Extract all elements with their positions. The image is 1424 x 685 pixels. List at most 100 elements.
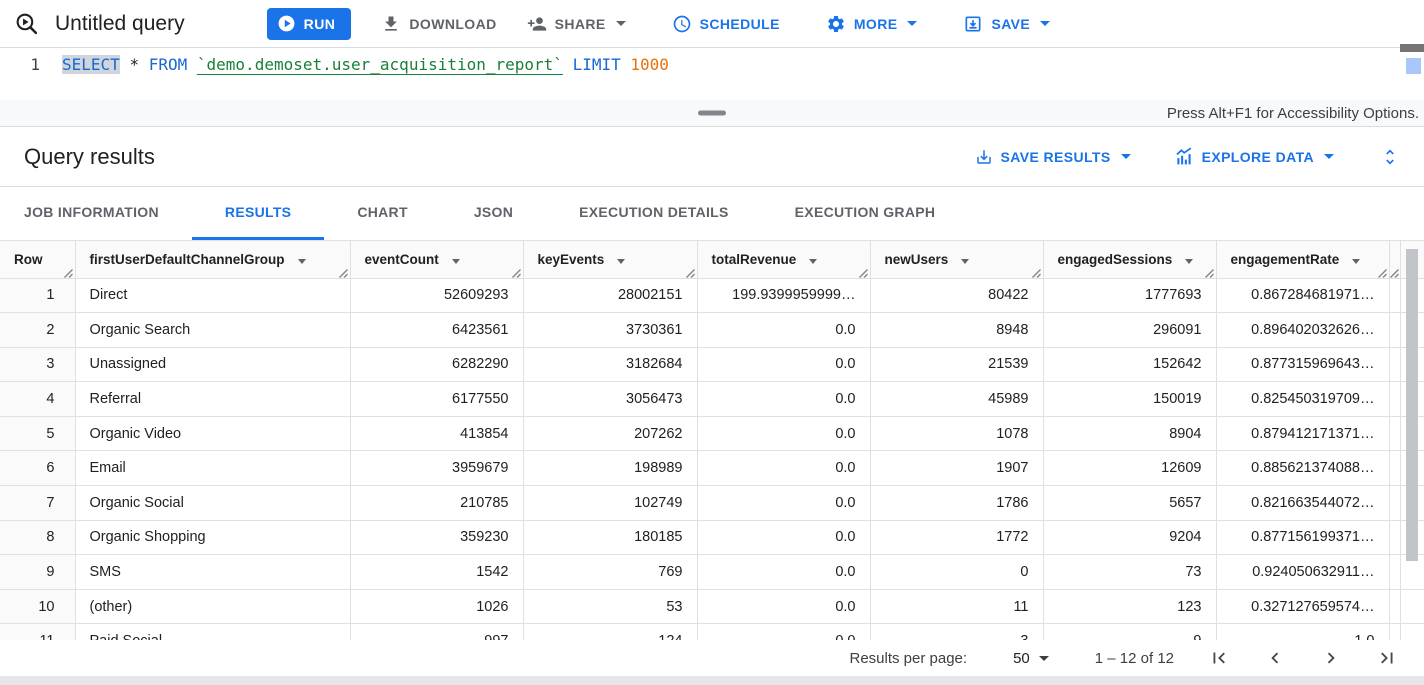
cell: 0.821663544072… [1216, 485, 1390, 521]
row-number-cell: 11 [0, 623, 76, 640]
row-number-cell: 10 [0, 589, 76, 625]
column-header-Row[interactable]: Row [0, 241, 76, 279]
column-dropdown-icon[interactable] [809, 258, 818, 264]
cell: Referral [75, 381, 351, 417]
page-size-select[interactable]: 50 [1013, 650, 1049, 667]
query-title[interactable]: Untitled query [55, 11, 185, 35]
tab-results[interactable]: RESULTS [191, 187, 325, 240]
column-resize-handle[interactable] [1389, 266, 1399, 278]
cell: 207262 [523, 416, 698, 452]
schedule-label: SCHEDULE [699, 15, 780, 32]
row-number-cell: 8 [0, 520, 76, 556]
download-icon [381, 14, 401, 34]
cell [1389, 623, 1424, 640]
column-resize-handle[interactable] [511, 266, 521, 278]
column-label: firstUserDefaultChannelGroup [89, 251, 285, 267]
chevron-down-icon [1040, 21, 1051, 26]
column-header-eventCount[interactable]: eventCount [350, 241, 524, 279]
share-button[interactable]: SHARE [527, 14, 626, 34]
cell: Organic Search [75, 312, 351, 348]
cell: 0.0 [697, 450, 871, 487]
first-page-icon [1208, 647, 1230, 669]
editor-scrollbar-thumb[interactable] [1406, 58, 1421, 74]
table-scrollbar-thumb[interactable] [1406, 249, 1418, 561]
share-label: SHARE [554, 15, 606, 32]
next-page-button[interactable] [1320, 647, 1342, 669]
row-number-cell: 5 [0, 416, 76, 452]
schedule-button[interactable]: SCHEDULE [672, 14, 780, 34]
tab-json[interactable]: JSON [473, 204, 514, 220]
column-header-engagementRate[interactable]: engagementRate [1216, 241, 1390, 279]
save-results-button[interactable]: SAVE RESULTS [975, 148, 1131, 166]
table-row: 2 Organic Search 6423561 3730361 0.0 8948 2960… [0, 312, 1424, 348]
column-dropdown-icon[interactable] [451, 258, 460, 264]
table-row: 10 (other) 1026 53 0.0 11 123 0.327127659574… [0, 589, 1424, 625]
tab-execution-graph[interactable]: EXECUTION GRAPH [794, 204, 936, 220]
chevron-down-icon [1120, 154, 1131, 159]
first-page-button[interactable] [1208, 647, 1230, 669]
column-resize-handle[interactable] [338, 266, 348, 278]
table-row: 5 Organic Video 413854 207262 0.0 1078 8904 0.8… [0, 416, 1424, 452]
tab-execution-details[interactable]: EXECUTION DETAILS [579, 204, 729, 220]
column-label: engagementRate [1230, 251, 1340, 267]
sql-token: FROM [148, 55, 188, 74]
column-resize-handle[interactable] [1031, 266, 1041, 278]
cell: 9204 [1043, 520, 1217, 556]
column-dropdown-icon[interactable] [1352, 258, 1361, 264]
collapse-panel-button[interactable] [1380, 147, 1400, 167]
column-resize-handle[interactable] [1204, 266, 1214, 278]
cell: 11 [870, 589, 1044, 625]
cell: 0.0 [697, 312, 871, 348]
cell: 52609293 [350, 278, 524, 314]
column-resize-handle[interactable] [858, 266, 868, 278]
more-button[interactable]: MORE [826, 14, 918, 34]
download-button[interactable]: DOWNLOAD [381, 14, 496, 34]
column-header-engagedSessions[interactable]: engagedSessions [1043, 241, 1217, 279]
table-row: 11Paid Social9971240.0391.0 [0, 623, 1424, 640]
cell: 1907 [870, 450, 1044, 487]
column-dropdown-icon[interactable] [297, 258, 306, 264]
cell: 6423561 [350, 312, 524, 348]
query-icon [14, 11, 39, 36]
sql-token [139, 55, 149, 74]
column-header-keyEvents[interactable]: keyEvents [523, 241, 698, 279]
column-resize-handle[interactable] [1377, 266, 1387, 278]
column-dropdown-icon[interactable] [961, 258, 970, 264]
panel-resize-handle[interactable] [698, 110, 726, 116]
column-header-firstUserDefaultChannelGroup[interactable]: firstUserDefaultChannelGroup [75, 241, 351, 279]
column-resize-handle[interactable] [685, 266, 695, 278]
results-per-page-label: Results per page: [849, 649, 968, 667]
run-button[interactable]: RUN [266, 7, 352, 40]
cell: 769 [523, 554, 698, 590]
cell: 0.885621374088… [1216, 450, 1390, 487]
gear-icon [826, 14, 846, 34]
sql-editor[interactable]: 1 SELECT * FROM `demo.demoset.user_acqui… [0, 44, 1424, 100]
sql-line[interactable]: SELECT * FROM `demo.demoset.user_acquisi… [62, 48, 669, 100]
cell: 0.877156199371… [1216, 520, 1390, 556]
tab-job-information[interactable]: JOB INFORMATION [24, 204, 159, 220]
save-button[interactable]: SAVE [963, 14, 1051, 34]
sql-token: * [129, 55, 140, 74]
cell: 3 [870, 623, 1044, 640]
explore-data-button[interactable]: EXPLORE DATA [1175, 147, 1334, 166]
column-dropdown-icon[interactable] [617, 258, 626, 264]
cell: 0.0 [697, 623, 871, 640]
cell: 210785 [350, 485, 524, 521]
prev-page-button[interactable] [1264, 647, 1286, 669]
cell: 9 [1043, 623, 1217, 640]
column-dropdown-icon[interactable] [1185, 258, 1194, 264]
column-resize-handle[interactable] [63, 266, 73, 278]
cell: 0.825450319709… [1216, 381, 1390, 417]
cell: 150019 [1043, 381, 1217, 417]
sql-token: SELECT [62, 55, 120, 74]
column-header-newUsers[interactable]: newUsers [870, 241, 1044, 279]
results-header: Query results SAVE RESULTS EXPLORE DATA [0, 127, 1424, 187]
tab-chart[interactable]: CHART [357, 204, 408, 220]
cell: 28002151 [523, 278, 698, 314]
cell: 5657 [1043, 485, 1217, 521]
column-header-totalRevenue[interactable]: totalRevenue [697, 241, 871, 279]
scrollbar-track-border [1400, 241, 1401, 640]
cell: 0.879412171371… [1216, 416, 1390, 452]
column-label: newUsers [884, 251, 949, 267]
last-page-button[interactable] [1376, 647, 1398, 669]
